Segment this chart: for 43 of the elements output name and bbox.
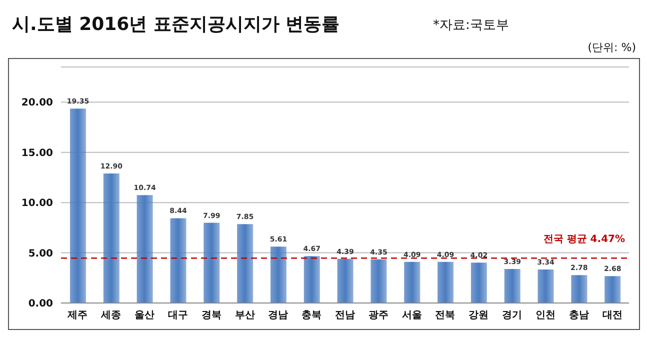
x-tick-label: 경북 bbox=[201, 310, 222, 322]
bar bbox=[204, 222, 220, 303]
x-tick-label: 인천 bbox=[535, 310, 556, 322]
x-tick-label: 부산 bbox=[234, 310, 255, 322]
bar bbox=[370, 259, 387, 303]
x-tick-label: 대전 bbox=[602, 310, 622, 322]
bar bbox=[304, 256, 320, 303]
bar bbox=[337, 258, 354, 303]
bar bbox=[270, 246, 286, 303]
bar bbox=[70, 108, 86, 303]
bar bbox=[103, 173, 120, 303]
x-tick-label: 대구 bbox=[168, 310, 188, 322]
text: (단위: %) bbox=[588, 40, 636, 55]
bar bbox=[538, 269, 554, 303]
text: *자료:국토부 bbox=[433, 17, 509, 34]
y-tick-label: 15.00 bbox=[21, 148, 54, 159]
bar bbox=[404, 262, 420, 303]
x-tick-label: 전북 bbox=[435, 310, 456, 322]
y-tick-label: 0.00 bbox=[28, 298, 54, 310]
x-tick-label: 충남 bbox=[568, 310, 589, 322]
x-tick-label: 경남 bbox=[268, 310, 288, 322]
x-tick-label: 울산 bbox=[134, 310, 155, 322]
x-tick-label: 충북 bbox=[302, 310, 322, 322]
x-tick-label: 강원 bbox=[468, 310, 489, 322]
bar bbox=[438, 262, 454, 303]
bar bbox=[237, 224, 254, 303]
y-tick-label: 20.00 bbox=[21, 98, 54, 109]
x-tick-label: 경기 bbox=[502, 310, 522, 322]
x-tick-label: 제주 bbox=[66, 310, 88, 322]
x-tick-label: 광주 bbox=[368, 310, 388, 322]
chart-title: 시.도별 2016년 표준지공시지가 변동률 bbox=[12, 13, 340, 36]
x-tick-label: 서울 bbox=[402, 310, 422, 322]
bar bbox=[504, 268, 520, 303]
y-tick-label: 10.00 bbox=[21, 198, 54, 210]
bar bbox=[604, 276, 621, 303]
bar bbox=[571, 275, 588, 303]
x-tick-label: 세종 bbox=[100, 310, 122, 322]
y-tick-label: 5.00 bbox=[28, 248, 54, 260]
bar bbox=[136, 195, 153, 303]
bar bbox=[470, 262, 487, 303]
ref-line-label: 전국 평균 4.47% bbox=[543, 234, 625, 246]
bar bbox=[170, 218, 186, 303]
x-tick-label: 전남 bbox=[335, 310, 355, 322]
